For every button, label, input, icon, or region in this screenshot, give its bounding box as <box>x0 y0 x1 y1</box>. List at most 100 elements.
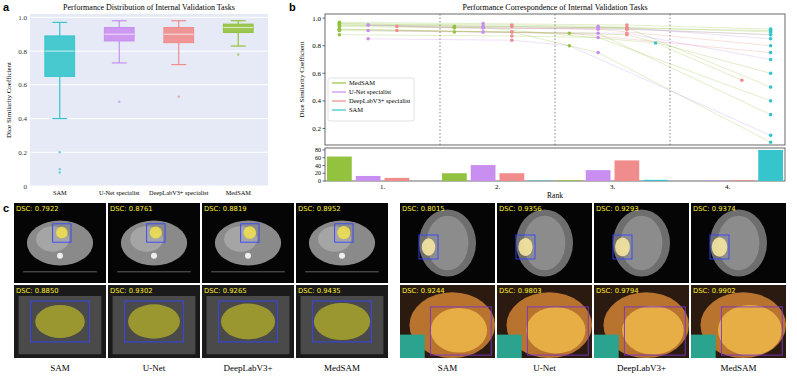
task-line <box>627 35 771 74</box>
task-point <box>769 85 773 89</box>
example-image <box>296 285 388 358</box>
tick-label: 80 <box>315 147 321 153</box>
method-label: U-Net <box>143 363 166 373</box>
figure: aPerformance Distribution of Internal Va… <box>0 0 797 376</box>
grid-line <box>30 118 268 119</box>
task-point <box>625 33 629 37</box>
box <box>164 27 194 42</box>
bbox <box>219 301 278 342</box>
outlier <box>59 151 61 153</box>
category-label: 4. <box>725 183 731 191</box>
tick-label: 0.4 <box>312 97 321 105</box>
task-point <box>769 134 773 138</box>
median <box>104 34 134 35</box>
method-label: SAM <box>50 363 70 373</box>
task-point <box>769 51 773 55</box>
whisker <box>178 43 179 65</box>
legend-label: MedSAM <box>349 79 375 86</box>
scan <box>301 296 384 354</box>
tick-label: 0.8 <box>312 42 321 50</box>
inset <box>691 335 716 358</box>
scan <box>19 296 102 354</box>
task-line <box>339 22 483 23</box>
segmentation <box>35 305 85 338</box>
tick <box>323 165 326 166</box>
plot-frame <box>325 148 785 181</box>
example-image <box>594 203 689 283</box>
example-image <box>691 285 786 358</box>
example-image <box>202 285 294 358</box>
segmentation <box>56 227 68 239</box>
panel-label: b <box>289 1 296 13</box>
task-line <box>339 26 483 27</box>
grid-line <box>30 186 268 187</box>
dsc-label: DSC: 0.8952 <box>298 205 341 213</box>
bar <box>442 173 467 181</box>
task-point <box>338 27 342 31</box>
bbox <box>125 301 184 342</box>
bar <box>327 157 352 181</box>
task-point <box>510 25 514 29</box>
method-label: U-Net <box>533 363 556 373</box>
segmentation <box>150 227 162 239</box>
panel-label: c <box>3 202 9 214</box>
legend-swatch <box>332 82 346 83</box>
box <box>223 24 253 32</box>
image-bg <box>497 285 592 358</box>
segmentation <box>422 238 436 255</box>
task-point <box>596 36 600 40</box>
task-point <box>596 26 600 30</box>
image-bg <box>594 285 689 358</box>
image-bg <box>400 203 495 283</box>
method-label: MedSAM <box>720 363 756 373</box>
tick-label: 0 <box>24 183 28 191</box>
task-point <box>769 33 773 37</box>
task-line <box>569 46 770 136</box>
tick <box>323 18 326 19</box>
task-line <box>598 28 771 31</box>
bar <box>701 180 726 181</box>
task-point <box>481 26 485 30</box>
task-point <box>568 32 572 36</box>
image-bg <box>202 285 294 358</box>
bbox <box>335 224 353 242</box>
tick <box>323 173 326 174</box>
task-point <box>510 30 514 34</box>
task-line <box>512 32 598 53</box>
tick-label: 20 <box>315 170 321 176</box>
task-line <box>656 43 742 80</box>
scan <box>207 296 290 354</box>
image-bg <box>108 203 200 283</box>
segmentation <box>244 226 257 239</box>
example-image <box>400 203 495 283</box>
image-bg <box>14 203 106 283</box>
dsc-label: DSC: 0.9794 <box>596 287 639 295</box>
dsc-label: DSC: 0.9244 <box>402 287 445 295</box>
bbox <box>241 224 259 242</box>
table <box>23 271 97 272</box>
task-point <box>568 44 572 48</box>
axis-label: Rank <box>547 191 563 200</box>
task-point <box>366 29 370 33</box>
segmentation <box>431 308 487 353</box>
spine <box>245 253 251 259</box>
median <box>223 27 253 28</box>
outlier <box>59 171 61 173</box>
category-label: 3. <box>610 183 616 191</box>
table <box>305 271 379 272</box>
outlier <box>178 95 180 97</box>
example-image <box>497 285 592 358</box>
legend-box <box>328 78 414 121</box>
example-image <box>594 285 689 358</box>
tick-label: 0.4 <box>18 115 27 123</box>
whisker-cap <box>171 64 186 65</box>
dsc-label: DSC: 0.8761 <box>110 205 153 213</box>
image-bg <box>14 285 106 358</box>
task-point <box>338 33 342 37</box>
body <box>309 221 375 266</box>
axis-label: Dice Similarity Coefficient <box>5 62 13 138</box>
body <box>27 221 93 266</box>
task-point <box>625 27 629 31</box>
image-bg <box>691 203 786 283</box>
bar <box>500 173 525 181</box>
